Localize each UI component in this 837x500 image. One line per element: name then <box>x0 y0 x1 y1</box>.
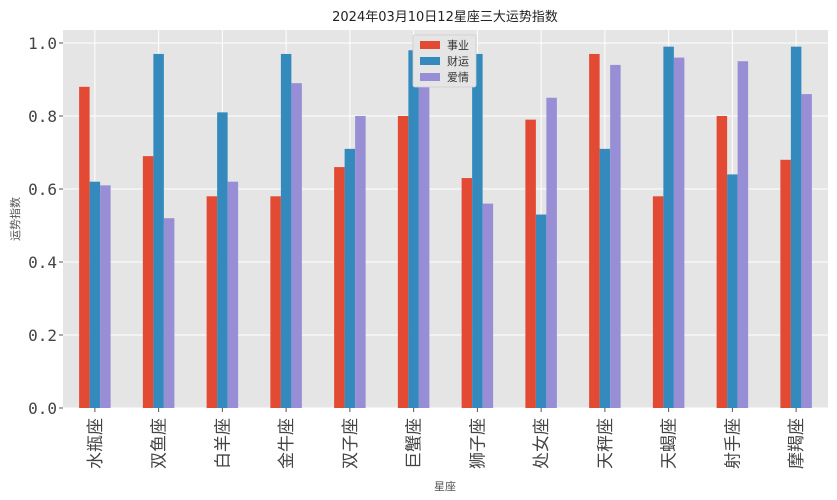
bar <box>599 148 611 408</box>
legend-label: 财运 <box>447 54 469 68</box>
bar <box>100 185 111 408</box>
bar <box>280 53 292 408</box>
bar <box>334 167 345 408</box>
x-tick-label: 巨蟹座 <box>405 418 425 469</box>
bar <box>525 119 536 409</box>
x-tick-label: 双子座 <box>341 418 361 469</box>
bars <box>79 46 812 409</box>
x-ticks: 水瓶座 双鱼座 白羊座 金牛座 双子座 巨蟹座 狮子座 处女座 天秤座 天蝎座 射手座 摩羯座 <box>86 408 807 469</box>
bar <box>535 214 547 408</box>
y-axis-label: 运势指数 <box>8 197 22 241</box>
legend-label: 事业 <box>447 39 469 52</box>
bar <box>79 86 90 409</box>
bar <box>673 57 685 408</box>
x-tick-label: 处女座 <box>532 418 552 469</box>
bar <box>227 181 239 408</box>
bar <box>206 196 218 408</box>
bar <box>153 53 164 408</box>
plot-area <box>63 30 828 408</box>
y-ticks: 0.0 0.2 0.4 0.6 0.8 1.0 <box>28 34 63 418</box>
bar <box>737 61 749 408</box>
y-tick-label: 0.2 <box>28 326 57 345</box>
bar <box>663 46 674 409</box>
bar <box>344 148 356 408</box>
x-tick-label: 水瓶座 <box>86 418 106 469</box>
bar <box>780 159 791 408</box>
bar <box>801 94 812 408</box>
bar <box>652 196 664 408</box>
x-tick-label: 射手座 <box>723 418 743 469</box>
bar <box>89 181 101 408</box>
bar <box>142 156 154 408</box>
chart-title: 2024年03月10日12星座三大运势指数 <box>332 9 558 25</box>
bar <box>270 196 281 408</box>
bar <box>716 116 728 408</box>
bar <box>482 203 494 408</box>
x-tick-label: 白羊座 <box>213 418 233 469</box>
bar <box>418 61 430 408</box>
legend-label: 爱情 <box>447 71 469 84</box>
y-tick-label: 0.6 <box>28 180 57 199</box>
bar <box>461 178 473 408</box>
bar <box>163 218 175 408</box>
x-tick-label: 双鱼座 <box>150 418 170 469</box>
x-tick-label: 天蝎座 <box>660 418 680 469</box>
y-tick-label: 0.4 <box>28 253 57 272</box>
x-tick-label: 摩羯座 <box>787 418 807 469</box>
bar <box>727 174 738 408</box>
bar <box>355 116 366 408</box>
legend-swatch <box>420 57 440 65</box>
legend-swatch <box>420 41 440 49</box>
bar <box>790 46 802 409</box>
bar <box>610 64 621 409</box>
legend-swatch <box>420 73 440 81</box>
bar <box>472 53 483 408</box>
bar <box>546 97 557 408</box>
x-tick-label: 金牛座 <box>277 418 297 469</box>
bar <box>408 50 419 409</box>
x-tick-label: 狮子座 <box>468 418 488 469</box>
bar <box>397 116 409 408</box>
bar <box>291 83 302 409</box>
y-tick-label: 1.0 <box>28 34 57 53</box>
y-tick-label: 0.8 <box>28 107 57 126</box>
bar <box>589 53 600 408</box>
y-tick-label: 0.0 <box>28 399 57 418</box>
x-tick-label: 天秤座 <box>596 418 616 469</box>
x-axis-label: 星座 <box>434 479 456 493</box>
bar <box>217 112 228 408</box>
